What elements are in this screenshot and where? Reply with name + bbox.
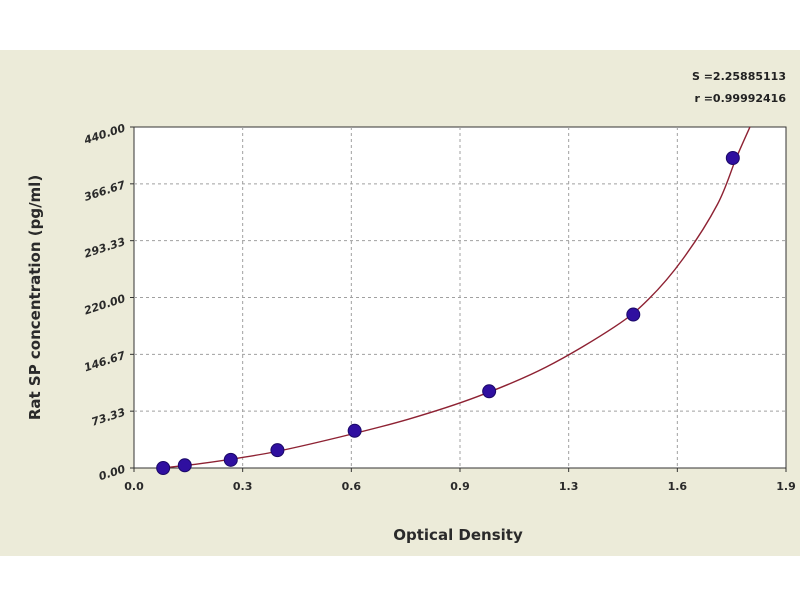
x-tick-label: 0.9	[450, 480, 470, 493]
y-tick-label: 440.00	[82, 121, 128, 147]
y-tick-label: 366.67	[83, 178, 128, 204]
data-point	[725, 151, 740, 165]
y-tick-labels: 0.00 73.33 146.67 220.00 293.33 366.67 440.00	[82, 121, 134, 483]
data-point	[223, 452, 238, 467]
x-tick-label: 1.6	[668, 480, 688, 493]
stat-r-value: r =0.99992416	[694, 92, 786, 105]
chart-panel: 0.00 73.33 146.67 220.00 293.33 366.67 440.00 …	[0, 50, 800, 556]
x-tick-label: 1.3	[559, 480, 579, 493]
y-tick-label: 293.33	[83, 235, 128, 261]
data-point	[177, 458, 192, 473]
y-tick-label: 73.33	[90, 406, 127, 429]
y-tick-label: 220.00	[83, 292, 128, 318]
y-axis-label: Rat SP concentration (pg/ml)	[26, 175, 44, 420]
data-point	[270, 443, 285, 458]
chart-svg: 0.0073.33146.67220.00293.33366.67440.00 …	[26, 70, 796, 544]
data-point	[156, 461, 171, 475]
stat-s-value: S =2.25885113	[692, 70, 786, 83]
x-tick-label: 0.0	[124, 480, 144, 493]
x-tick-label: 0.6	[342, 480, 362, 493]
x-tick-label: 1.9	[776, 480, 796, 493]
y-tick-label: 146.67	[83, 349, 128, 375]
data-points	[156, 151, 740, 475]
y-tick-label: 0.00	[97, 462, 127, 483]
data-point	[626, 307, 641, 322]
gridlines	[134, 127, 786, 468]
data-point	[482, 384, 497, 399]
x-tick-label: 0.3	[233, 480, 253, 493]
x-axis-label: Optical Density	[393, 526, 523, 544]
x-tick-labels: 0.0 0.3 0.6 0.9 1.3 1.6 1.9	[124, 468, 796, 493]
data-point	[347, 423, 362, 438]
